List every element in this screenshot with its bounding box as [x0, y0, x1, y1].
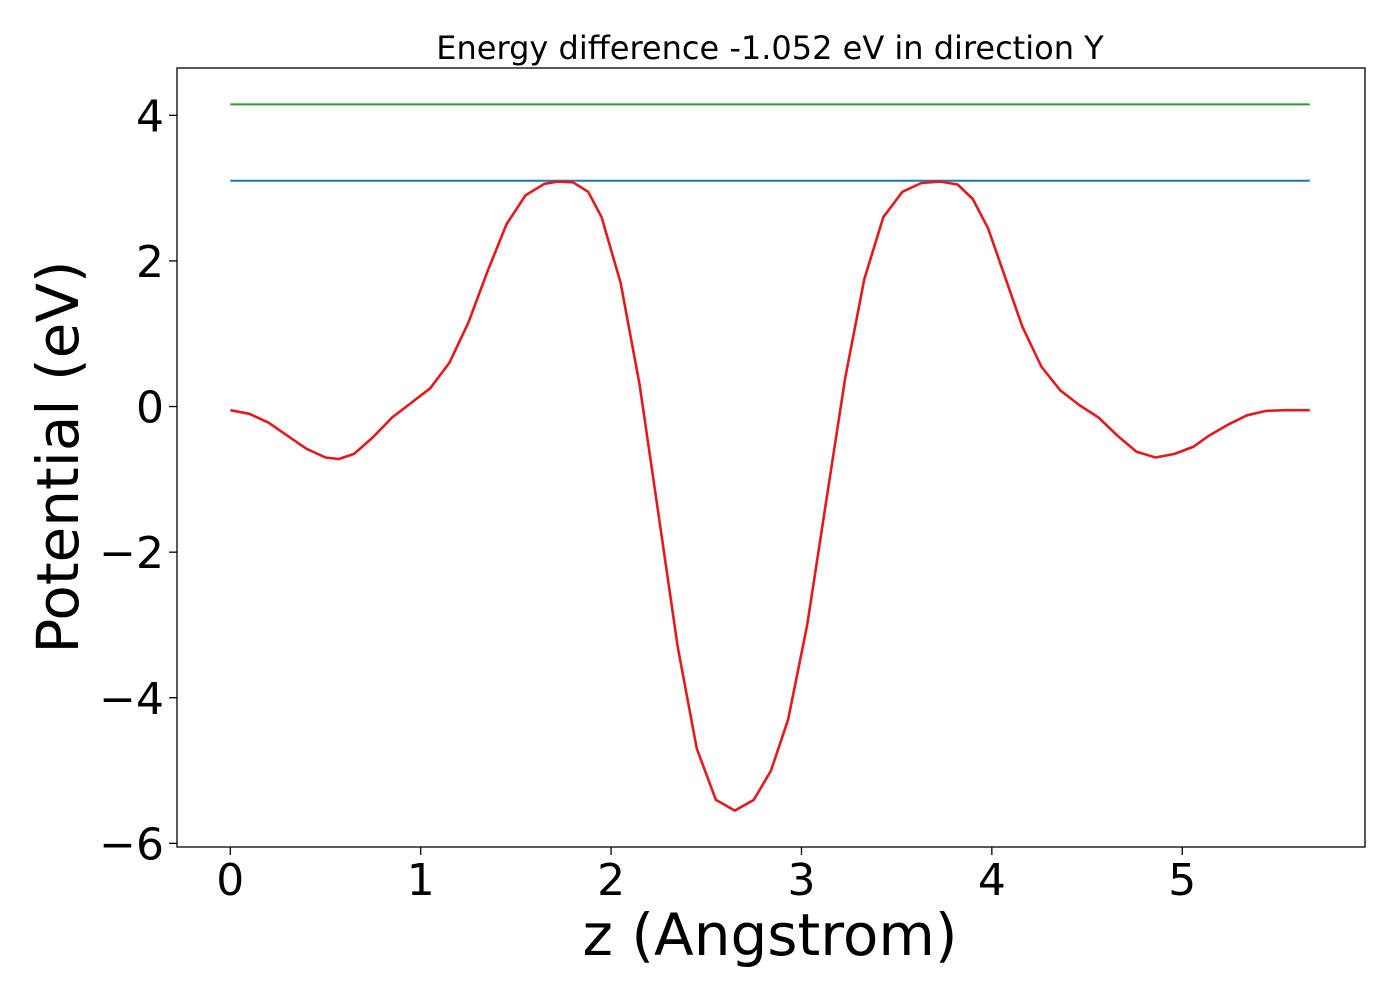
x-tick-label: 5: [1168, 855, 1196, 906]
axes-frame: [176, 67, 1366, 848]
x-axis-label: z (Angstrom): [583, 901, 958, 969]
y-tick-label: −2: [99, 528, 164, 579]
y-tick-label: 0: [136, 383, 164, 434]
x-axis: 0 1 2 3 4 5: [216, 847, 1196, 906]
x-tick-label: 2: [597, 855, 625, 906]
plot-area: [230, 103, 1310, 812]
y-tick-label: 4: [136, 91, 164, 142]
x-tick-label: 1: [407, 855, 435, 906]
y-axis-label: Potential (eV): [24, 260, 92, 653]
y-axis: 4 2 0 −2 −4 −6: [99, 91, 177, 870]
y-tick-label: 2: [136, 237, 164, 288]
x-tick-label: 0: [216, 855, 244, 906]
chart-title: Energy difference -1.052 eV in direction…: [436, 29, 1104, 67]
x-tick-label: 4: [978, 855, 1006, 906]
x-tick-label: 3: [787, 855, 815, 906]
y-tick-label: −4: [99, 674, 164, 725]
y-tick-label: −6: [99, 819, 164, 870]
series-line-2: [230, 180, 1310, 812]
